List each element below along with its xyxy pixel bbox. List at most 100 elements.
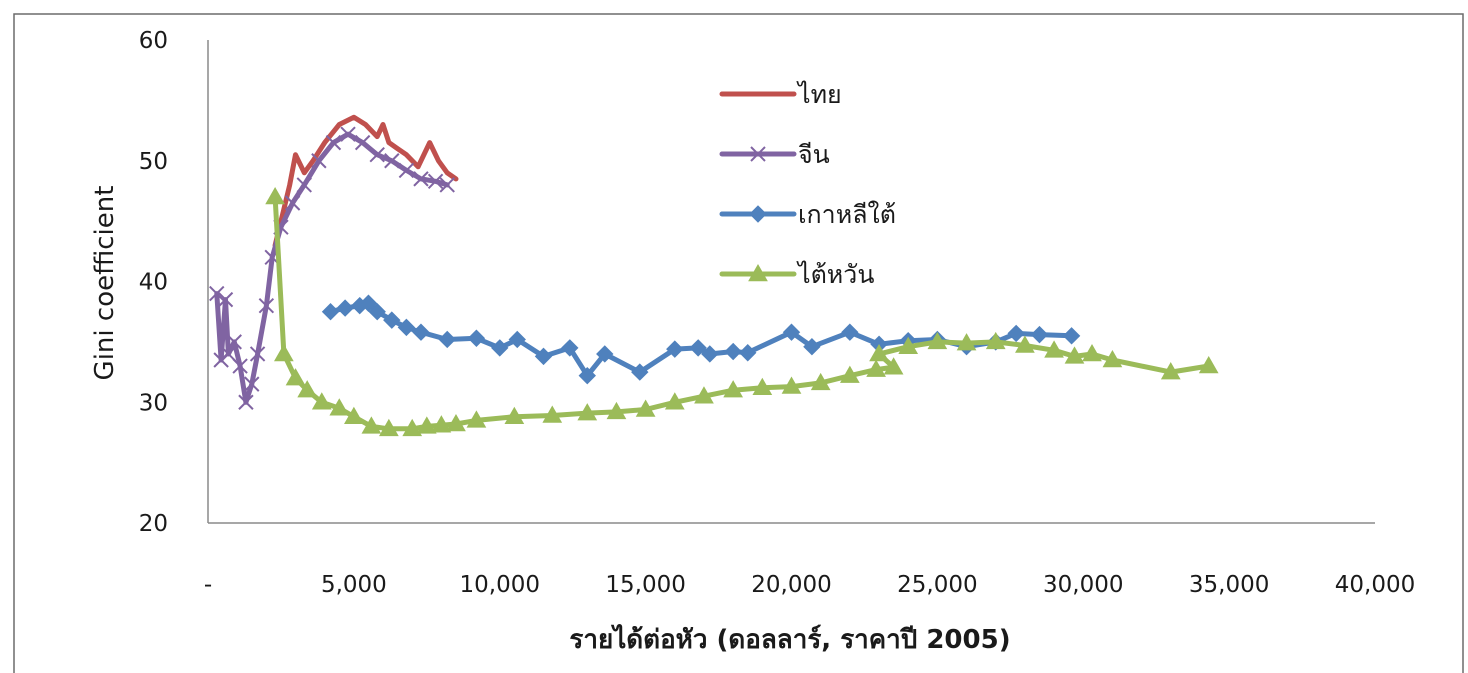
series-3-point [782,323,801,341]
series-1-line [272,114,459,248]
legend-label: ไต้หวัน [796,260,874,289]
series-4-point [1064,346,1085,364]
chart-frame [13,13,1464,673]
series-3-point [491,339,509,357]
series-3-point [534,347,553,366]
series-4-point [781,376,802,394]
series-3-point [803,337,821,356]
series-3-point [631,363,649,381]
y-tick-label: 50 [139,149,168,175]
series-2-point [439,177,455,193]
series-3-point [724,342,742,361]
series-4-point [402,418,423,437]
series-3-point [739,344,757,362]
series-3-point [368,302,386,321]
series-4-point [311,392,332,410]
series-4-point [956,333,977,351]
series-3-point [336,299,354,317]
series-4-point [265,186,285,205]
series-3-point [467,329,486,347]
series-4-point [1198,356,1219,374]
series-4-point [504,406,525,424]
legend-item: เกาหลีใต้ [719,200,896,229]
series-4-point [635,399,656,417]
series-2-point [354,134,371,151]
x-tick-label: 15,000 [605,572,685,598]
series-4-point [723,380,744,398]
series-4-point [927,331,948,350]
series-2-line [214,131,450,405]
y-tick-label: 30 [139,390,168,416]
series-4-point [866,359,886,377]
series-2-point [284,195,301,211]
series-3-point [321,302,340,321]
series-3-point [689,339,707,357]
series-4-point [285,368,306,386]
series-2 [209,126,455,410]
series-4-point [752,377,773,396]
legend-item: จีน [719,140,830,169]
series-3-point [1062,327,1081,345]
series-4-point [361,416,382,434]
series-4-point [1044,340,1064,358]
legend-marker [748,263,768,282]
y-tick-labels: 20 30 40 50 60 [139,28,168,537]
legend-item: ไทย [719,80,842,109]
series-3-point [596,345,614,363]
x-tick-label: 35,000 [1189,572,1269,598]
series-2-point [244,376,260,392]
series-2-point [232,358,248,374]
series-3-point [1030,325,1049,344]
series-3-point [359,294,378,312]
series-4-point [898,336,919,354]
series-4-point [664,392,685,410]
series-2-point [398,162,415,179]
series-3-point [397,318,416,337]
series-3-point [1007,324,1025,343]
x-tick-label: 5,000 [321,572,387,598]
x-tick-label: 20,000 [751,572,831,598]
y-tick-label: 60 [139,28,168,54]
legend-item: ไต้หวัน [719,260,874,289]
series-2-point [296,177,312,193]
series-4-point [542,405,563,423]
series-4-point [606,401,627,420]
series-2-point [209,285,225,302]
series-4-point [379,418,399,437]
series-3-point [701,345,719,363]
series-4-point [577,403,598,421]
legend-label: จีน [798,140,830,169]
series-4-point [839,365,860,383]
series-2-point [340,126,356,142]
series-4-point [694,386,714,404]
series-3-point [508,330,526,349]
y-tick-label: 20 [139,511,168,537]
series-4-point [869,343,889,362]
series-4-point [273,343,294,362]
x-tick-labels: - 5,000 10,000 15,000 20,000 25,000 30,000 35,0… [204,572,1415,598]
series-3-point [438,330,456,349]
x-tick-label: 10,000 [460,572,540,598]
series-2-point [249,346,266,362]
series-4-point [466,410,487,428]
series-4-point [329,398,350,416]
x-tick-label: - [204,572,212,598]
series-4-point [1160,362,1181,380]
x-tick-label: 25,000 [897,572,977,598]
series-3-point [561,339,579,357]
y-tick-label: 40 [139,270,168,296]
series-layer [209,114,1219,437]
series-2-point [238,394,254,410]
series-3-point [412,323,430,341]
series-2-point [258,297,275,314]
series-2-point [217,291,234,308]
legend-marker [750,146,766,162]
series-4-point [1082,343,1102,362]
series-4-point [1102,349,1123,368]
x-tick-label: 40,000 [1335,572,1415,598]
series-4-point [446,413,466,432]
x-tick-label: 30,000 [1043,572,1123,598]
series-4-point [297,380,318,398]
